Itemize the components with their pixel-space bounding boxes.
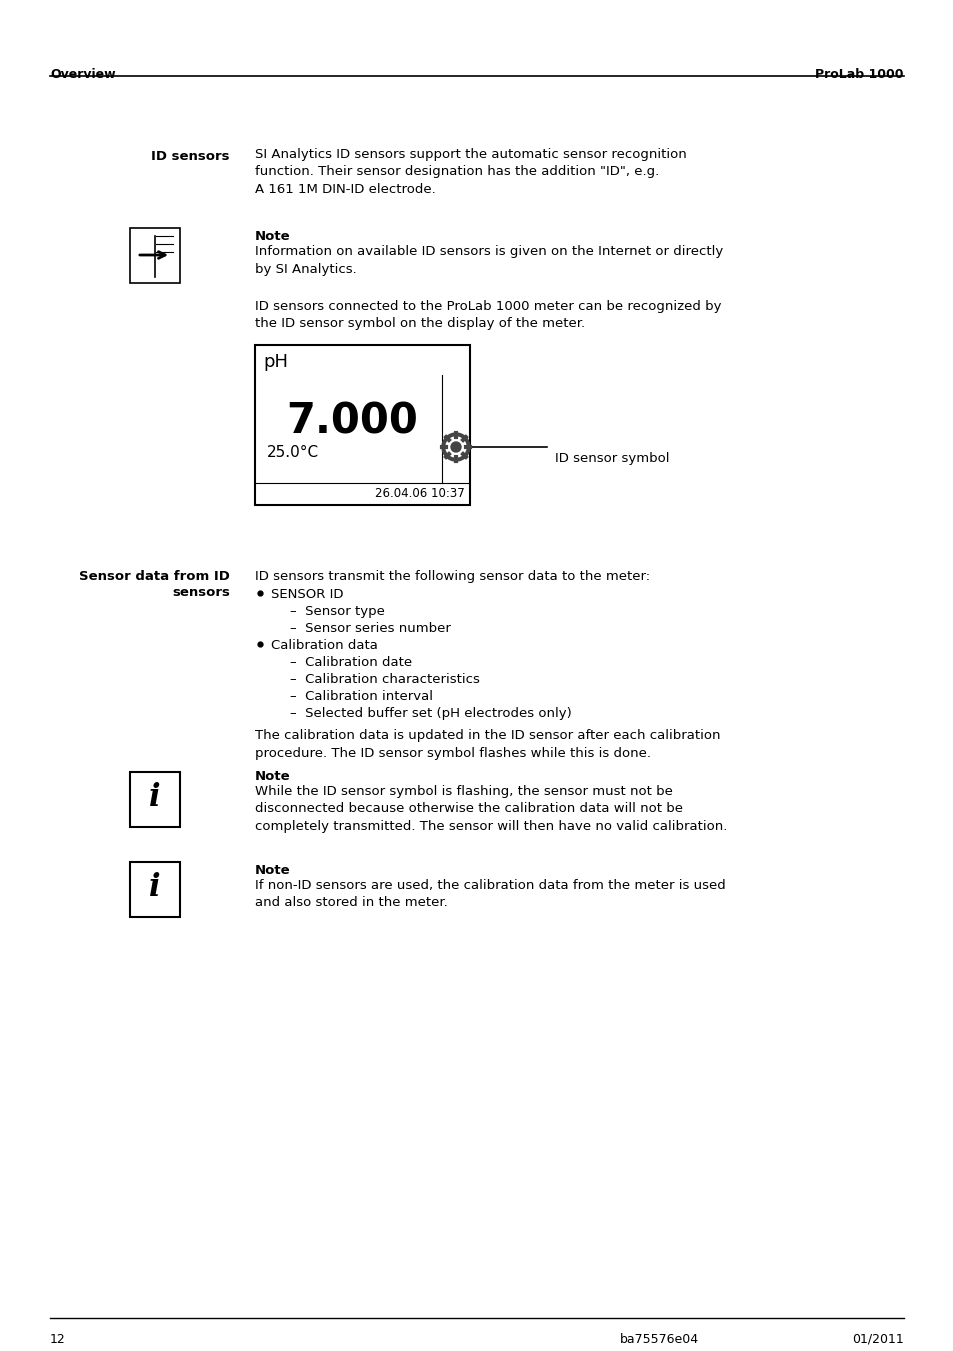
Bar (130, 228, 180, 282)
Text: –  Sensor series number: – Sensor series number (290, 621, 451, 635)
Text: 25.0°C: 25.0°C (267, 444, 319, 459)
Circle shape (451, 442, 460, 453)
Text: Note: Note (254, 770, 291, 784)
Text: 26.04.06 10:37: 26.04.06 10:37 (375, 486, 464, 500)
Text: ProLab 1000: ProLab 1000 (815, 68, 903, 81)
Circle shape (441, 434, 470, 461)
Text: –  Sensor type: – Sensor type (290, 605, 384, 617)
Text: –  Calibration characteristics: – Calibration characteristics (290, 673, 479, 686)
Text: i: i (149, 871, 161, 902)
Text: The calibration data is updated in the ID sensor after each calibration
procedur: The calibration data is updated in the I… (254, 730, 720, 759)
Text: While the ID sensor symbol is flashing, the sensor must not be
disconnected beca: While the ID sensor symbol is flashing, … (254, 785, 726, 834)
Text: –  Calibration interval: – Calibration interval (290, 690, 433, 703)
Bar (130, 862, 180, 917)
Text: Calibration data: Calibration data (271, 639, 377, 653)
Text: pH: pH (263, 353, 288, 372)
Text: ID sensors connected to the ProLab 1000 meter can be recognized by
the ID sensor: ID sensors connected to the ProLab 1000 … (254, 300, 720, 331)
Text: SENSOR ID: SENSOR ID (271, 588, 343, 601)
Text: If non-ID sensors are used, the calibration data from the meter is used
and also: If non-ID sensors are used, the calibrat… (254, 880, 725, 909)
Text: 7.000: 7.000 (286, 400, 417, 442)
Bar (130, 771, 180, 827)
Text: 12: 12 (50, 1333, 66, 1346)
Text: ID sensor symbol: ID sensor symbol (555, 453, 669, 465)
Text: Note: Note (254, 865, 291, 877)
Text: ID sensors: ID sensors (152, 150, 230, 163)
Text: –  Selected buffer set (pH electrodes only): – Selected buffer set (pH electrodes onl… (290, 707, 571, 720)
Text: 01/2011: 01/2011 (851, 1333, 903, 1346)
Text: Sensor data from ID: Sensor data from ID (79, 570, 230, 584)
Text: Note: Note (254, 230, 291, 243)
Text: ID sensors transmit the following sensor data to the meter:: ID sensors transmit the following sensor… (254, 570, 649, 584)
Text: i: i (149, 782, 161, 813)
Text: Overview: Overview (50, 68, 115, 81)
Text: ba75576e04: ba75576e04 (619, 1333, 699, 1346)
Circle shape (446, 436, 465, 457)
Text: SI Analytics ID sensors support the automatic sensor recognition
function. Their: SI Analytics ID sensors support the auto… (254, 149, 686, 196)
Text: sensors: sensors (172, 586, 230, 598)
Bar (254, 345, 470, 505)
Text: Information on available ID sensors is given on the Internet or directly
by SI A: Information on available ID sensors is g… (254, 245, 722, 276)
Text: –  Calibration date: – Calibration date (290, 657, 412, 669)
